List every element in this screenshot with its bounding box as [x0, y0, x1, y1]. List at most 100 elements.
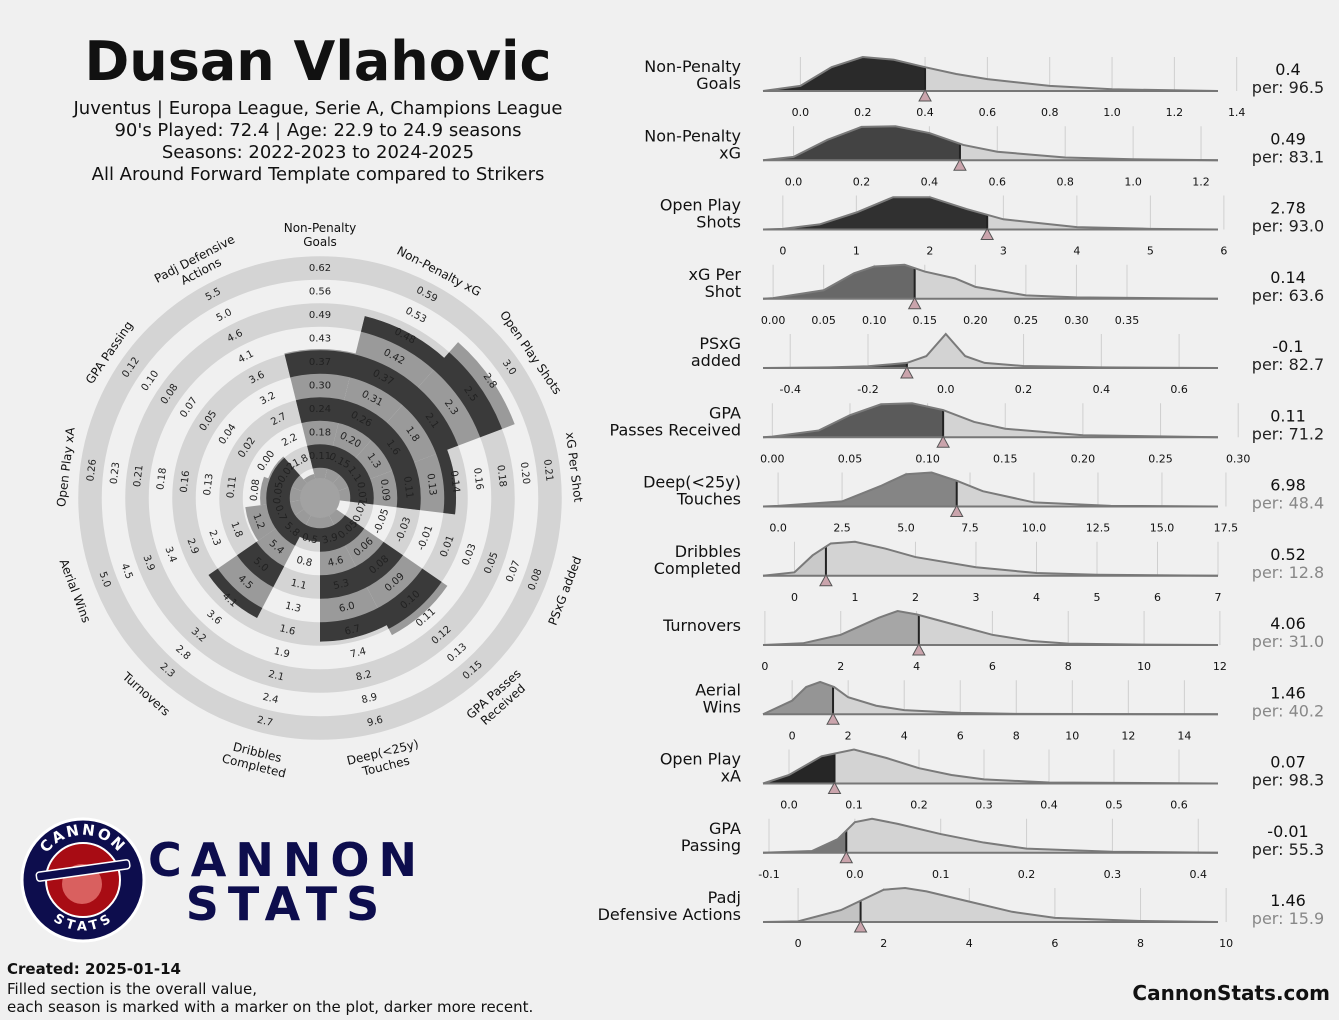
- metric-label: xG Per: [689, 265, 742, 284]
- ring-tick-label: 2.3: [206, 529, 222, 548]
- x-tick-label: 0.6: [1170, 799, 1188, 812]
- x-tick-label: 0.6: [1170, 383, 1188, 396]
- percentile: per: 12.8: [1252, 563, 1324, 582]
- density-rest: [914, 268, 1218, 299]
- density-curve: [762, 680, 1219, 716]
- x-tick-label: 6: [957, 729, 964, 742]
- metric-label: Dribbles: [675, 542, 741, 561]
- ring-tick-label: 1.3: [284, 600, 302, 614]
- subtitle: Seasons: 2022-2023 to 2024-2025: [162, 142, 474, 163]
- x-tick-label: 0.2: [854, 106, 872, 119]
- x-tick-label: -0.2: [857, 383, 878, 396]
- brand: STATS: [186, 877, 388, 931]
- density-rest: [987, 214, 1218, 230]
- ring-tick-label: 0.11: [401, 476, 415, 499]
- x-tick-label: 0.3: [1104, 868, 1122, 881]
- logo-text: STATS: [51, 911, 115, 934]
- x-tick-label: 0.05: [838, 452, 863, 465]
- logo-text: STATS: [51, 911, 113, 934]
- logo-cannon: [35, 859, 131, 882]
- x-tick-label: 0.0: [785, 175, 803, 188]
- x-tick-label: 2: [845, 729, 852, 742]
- x-tick-label: 4: [1073, 245, 1080, 258]
- density-rest: [943, 410, 1218, 438]
- x-tick-label: 0.15: [913, 314, 938, 327]
- ring-tick-label: 0.08: [249, 478, 263, 501]
- ring-tick-label: 0.37: [309, 357, 331, 368]
- x-tick-label: 12: [1121, 729, 1135, 742]
- x-tick-label: 10: [1219, 937, 1233, 950]
- x-tick-label: 0.2: [1018, 868, 1036, 881]
- ring-tick-label: 3.4: [162, 545, 178, 564]
- ring-tick-label: 5.0: [97, 570, 113, 589]
- note: Filled section is the overall value,: [7, 980, 257, 998]
- density-curve: [762, 609, 1219, 646]
- x-tick-label: 0.20: [1071, 452, 1096, 465]
- percentile: per: 98.3: [1252, 771, 1324, 790]
- x-tick-label: 0.0: [846, 868, 864, 881]
- x-tick-label: 0.0: [792, 106, 810, 119]
- radar: 0.11 0.18 0.24 0.30 0.37 0.43 0.49 0.56 0.62 Non-…: [54, 221, 585, 781]
- density-curve: [762, 196, 1219, 231]
- ring-tick-label: 0.18: [494, 464, 508, 487]
- percentile: per: 83.1: [1252, 147, 1324, 166]
- x-tick-label: 0.30: [1064, 314, 1089, 327]
- ring-tick-label: 0.30: [309, 381, 331, 392]
- x-tick-label: 6: [1051, 937, 1058, 950]
- x-tick-label: 0.00: [760, 452, 785, 465]
- x-tick-label: 2: [837, 660, 844, 673]
- percentile: per: 55.3: [1252, 840, 1324, 859]
- metric-label: PSxG: [699, 334, 741, 353]
- x-tick-label: 4: [1033, 591, 1040, 604]
- x-tick-label: 8: [1013, 729, 1020, 742]
- season-marker: [827, 781, 842, 794]
- x-tick-label: 2: [880, 937, 887, 950]
- ring-tick-label: 0.56: [309, 287, 331, 298]
- season-marker: [918, 88, 932, 102]
- metric-label: Open Play: [660, 196, 741, 215]
- x-tick-label: 6: [989, 660, 996, 673]
- density-curve: [762, 748, 1219, 785]
- x-tick-label: 3: [972, 591, 979, 604]
- x-tick-label: 0.20: [963, 314, 988, 327]
- x-tick-label: 0.1: [845, 799, 863, 812]
- percentile: per: 63.6: [1252, 286, 1324, 305]
- ring-tick-label: 1.2: [250, 512, 266, 531]
- ring-band: [125, 303, 515, 693]
- x-tick-label: -0.4: [779, 383, 800, 396]
- density-filled: [763, 546, 826, 576]
- density-filled: [763, 753, 835, 784]
- x-tick-label: 17.5: [1214, 522, 1239, 535]
- ring-tick-label: 0.7: [272, 504, 288, 523]
- x-tick-label: 0.05: [811, 314, 836, 327]
- metric-label: Non-Penalty: [644, 126, 741, 145]
- ring-tick-label: 3.9: [321, 532, 339, 546]
- ring-tick-label: 2.4: [261, 692, 279, 706]
- density-curve: [762, 817, 1219, 854]
- percentile: per: 15.9: [1252, 909, 1324, 928]
- x-tick-label: 7: [1215, 591, 1222, 604]
- ring-tick-label: 9.6: [366, 715, 384, 729]
- metric-label: Passes Received: [610, 420, 741, 439]
- density-curve: [762, 55, 1219, 92]
- ring-tick-label: 7.4: [349, 646, 367, 660]
- x-tick-label: 0.6: [989, 175, 1007, 188]
- metric-value: 0.11: [1270, 406, 1306, 425]
- metric-value: 6.98: [1270, 476, 1306, 495]
- x-tick-label: 7.5: [961, 522, 979, 535]
- season-marker: [936, 435, 950, 448]
- season-marker: [953, 158, 967, 171]
- density-curve: [762, 263, 1219, 300]
- x-tick-label: 2: [926, 245, 933, 258]
- ring-tick-label: 0.26: [85, 459, 99, 482]
- metric-value: -0.1: [1272, 337, 1303, 356]
- subtitle: All Around Forward Template compared to …: [92, 164, 545, 185]
- ring-tick-label: 0.24: [309, 404, 331, 415]
- x-tick-label: 0.5: [1105, 799, 1123, 812]
- metric-label: Aerial: [695, 680, 741, 699]
- metric-value: 2.78: [1270, 199, 1306, 218]
- ring-tick-label: 5.3: [332, 578, 350, 592]
- density-curve: [762, 540, 1219, 577]
- site: CannonStats.com: [1132, 981, 1330, 1005]
- x-tick-label: 10: [1137, 660, 1151, 673]
